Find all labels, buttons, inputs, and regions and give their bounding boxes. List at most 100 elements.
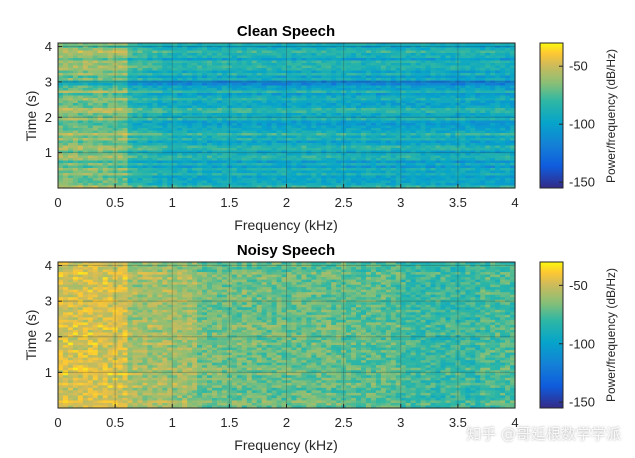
heatmap-cell xyxy=(157,118,163,122)
heatmap-cell xyxy=(152,58,158,62)
heatmap-cell xyxy=(266,65,273,69)
heatmap-cell xyxy=(415,75,422,79)
heatmap-cell xyxy=(187,60,193,64)
heatmap-cell xyxy=(450,88,456,92)
heatmap-cell xyxy=(336,55,342,59)
heatmap-cell xyxy=(281,100,288,104)
heatmap-cell xyxy=(296,83,302,87)
heatmap-cell xyxy=(405,73,412,77)
heatmap-cell xyxy=(197,65,203,69)
heatmap-cell xyxy=(395,120,402,124)
heatmap-cell xyxy=(450,98,456,102)
heatmap-cell xyxy=(510,100,516,104)
heatmap-cell xyxy=(365,100,372,104)
heatmap-cell xyxy=(207,100,213,104)
heatmap-cell xyxy=(137,90,144,94)
heatmap-cell xyxy=(92,90,99,94)
heatmap-cell xyxy=(241,55,248,59)
heatmap-cell xyxy=(296,125,302,129)
heatmap-cell xyxy=(231,90,238,94)
heatmap-cell xyxy=(72,80,79,84)
heatmap-cell xyxy=(281,130,288,134)
heatmap-cell xyxy=(67,55,74,59)
heatmap-cell xyxy=(336,130,342,134)
heatmap-cell xyxy=(470,58,476,62)
heatmap-cell xyxy=(370,90,377,94)
heatmap-cell xyxy=(311,65,317,69)
heatmap-cell xyxy=(490,130,496,134)
heatmap-cell xyxy=(470,50,476,54)
heatmap-cell xyxy=(370,73,377,77)
heatmap-cell xyxy=(87,105,94,109)
heatmap-cell xyxy=(356,48,362,52)
heatmap-cell xyxy=(117,85,124,89)
heatmap-cell xyxy=(132,100,139,104)
heatmap-cell xyxy=(306,118,312,122)
heatmap-cell xyxy=(475,113,481,117)
heatmap-cell xyxy=(67,65,74,69)
heatmap-cell xyxy=(187,80,193,84)
heatmap-cell xyxy=(167,88,173,92)
heatmap-cell xyxy=(470,45,476,49)
heatmap-cell xyxy=(142,103,149,107)
heatmap-cell xyxy=(122,100,129,104)
heatmap-cell xyxy=(346,100,352,104)
heatmap-cell xyxy=(336,48,342,52)
heatmap-cell xyxy=(102,70,109,74)
heatmap-cell xyxy=(430,78,437,82)
heatmap-cell xyxy=(117,50,124,54)
heatmap-cell xyxy=(221,80,228,84)
heatmap-cell xyxy=(77,133,84,137)
heatmap-cell xyxy=(510,43,516,47)
heatmap-cell xyxy=(405,78,412,82)
heatmap-cell xyxy=(311,73,317,77)
heatmap-cell xyxy=(226,70,233,74)
heatmap-cell xyxy=(107,105,114,109)
heatmap-cell xyxy=(470,113,476,117)
heatmap-cell xyxy=(380,103,387,107)
heatmap-cell xyxy=(390,85,397,89)
heatmap-cell xyxy=(122,53,129,57)
heatmap-cell xyxy=(410,55,417,59)
heatmap-cell xyxy=(187,120,193,124)
heatmap-cell xyxy=(470,83,476,87)
heatmap-cell xyxy=(271,60,278,64)
heatmap-cell xyxy=(157,113,163,117)
heatmap-cell xyxy=(485,93,491,97)
heatmap-cell xyxy=(380,108,387,112)
heatmap-cell xyxy=(420,113,427,117)
heatmap-cell xyxy=(301,78,307,82)
heatmap-cell xyxy=(162,55,168,59)
heatmap-cell xyxy=(296,55,302,59)
heatmap-cell xyxy=(465,48,471,52)
heatmap-cell xyxy=(500,73,506,77)
heatmap-cell xyxy=(87,123,94,127)
heatmap-cell xyxy=(385,60,392,64)
heatmap-cell xyxy=(157,120,163,124)
heatmap-cell xyxy=(415,83,422,87)
heatmap-cell xyxy=(356,80,362,84)
heatmap-cell xyxy=(495,53,501,57)
heatmap-cell xyxy=(177,123,183,127)
heatmap-cell xyxy=(97,65,104,69)
heatmap-cell xyxy=(331,73,337,77)
heatmap-cell xyxy=(286,45,293,49)
heatmap-cell xyxy=(286,75,293,79)
heatmap-cell xyxy=(326,70,332,74)
heatmap-cell xyxy=(465,93,471,97)
heatmap-cell xyxy=(157,125,163,129)
heatmap-cell xyxy=(365,93,372,97)
heatmap-cell xyxy=(157,98,163,102)
heatmap-cell xyxy=(172,58,178,62)
heatmap-cell xyxy=(256,135,263,139)
heatmap-cell xyxy=(415,68,422,72)
heatmap-cell xyxy=(261,55,268,59)
heatmap-cell xyxy=(351,95,357,99)
heatmap-cell xyxy=(107,108,114,112)
heatmap-cell xyxy=(58,60,64,64)
heatmap-cell xyxy=(72,93,79,97)
heatmap-cell xyxy=(152,120,158,124)
heatmap-cell xyxy=(475,130,481,134)
heatmap-cell xyxy=(435,100,442,104)
heatmap-cell xyxy=(380,135,387,139)
